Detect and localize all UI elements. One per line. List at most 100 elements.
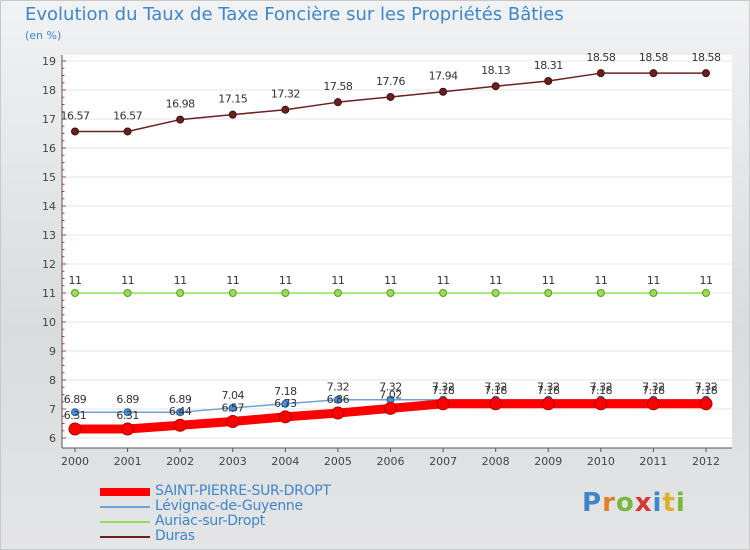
data-label: 7.18 bbox=[274, 385, 297, 398]
data-point bbox=[228, 110, 237, 119]
data-label: 7.18 bbox=[590, 384, 613, 397]
data-point bbox=[702, 69, 710, 78]
data-label: 17.94 bbox=[429, 70, 458, 83]
data-point bbox=[333, 395, 342, 404]
x-tick-label: 2010 bbox=[587, 455, 615, 468]
y-tick-label: 14 bbox=[42, 200, 56, 213]
data-point bbox=[702, 289, 710, 297]
data-label: 6.86 bbox=[327, 393, 350, 406]
data-point bbox=[386, 289, 395, 297]
legend-label: SAINT-PIERRE-SUR-DROPT bbox=[155, 483, 331, 499]
data-label: 16.57 bbox=[61, 109, 90, 122]
data-label: 18.13 bbox=[481, 64, 510, 77]
data-point bbox=[491, 82, 500, 91]
data-point bbox=[646, 397, 660, 411]
data-label: 16.98 bbox=[166, 98, 195, 111]
data-point bbox=[226, 414, 240, 428]
data-label: 7.32 bbox=[432, 381, 455, 394]
proxiti-logo: Proxiti bbox=[582, 488, 686, 518]
data-point bbox=[489, 397, 503, 411]
legend-swatch bbox=[100, 488, 150, 496]
legend-swatch bbox=[100, 536, 150, 538]
data-point bbox=[123, 408, 132, 417]
y-tick-label: 10 bbox=[42, 316, 56, 329]
data-label: 18.58 bbox=[639, 51, 668, 64]
data-point bbox=[68, 422, 82, 436]
data-label: 7.32 bbox=[379, 381, 402, 394]
x-tick-label: 2004 bbox=[271, 455, 299, 468]
data-label: 7.18 bbox=[642, 384, 665, 397]
x-tick-label: 2006 bbox=[377, 455, 405, 468]
data-point bbox=[596, 289, 605, 297]
data-label: 7.32 bbox=[590, 381, 613, 394]
data-label: 17.15 bbox=[218, 93, 247, 106]
data-label: 7.32 bbox=[537, 381, 560, 394]
data-label: 7.18 bbox=[432, 384, 455, 397]
data-label: 18.58 bbox=[692, 51, 721, 64]
y-tick-label: 8 bbox=[49, 374, 56, 387]
x-tick-label: 2003 bbox=[219, 455, 247, 468]
data-point bbox=[384, 401, 397, 415]
x-tick-label: 2001 bbox=[114, 455, 142, 468]
data-label: 11 bbox=[174, 274, 187, 287]
data-point bbox=[281, 289, 290, 297]
data-label: 6.57 bbox=[222, 401, 245, 414]
data-label: 11 bbox=[384, 274, 397, 287]
x-tick-label: 2000 bbox=[61, 455, 89, 468]
y-tick-label: 18 bbox=[42, 84, 56, 97]
data-point bbox=[121, 422, 135, 436]
chart-title: Evolution du Taux de Taxe Foncière sur l… bbox=[25, 4, 564, 25]
data-point bbox=[228, 289, 237, 297]
data-point bbox=[278, 410, 292, 424]
data-point bbox=[439, 87, 448, 96]
data-point bbox=[331, 406, 345, 420]
data-point bbox=[436, 397, 450, 411]
x-tick-label: 2002 bbox=[166, 455, 194, 468]
data-point bbox=[176, 115, 185, 124]
y-tick-label: 9 bbox=[49, 345, 56, 358]
data-label: 18.31 bbox=[534, 59, 563, 72]
data-label: 17.58 bbox=[323, 80, 352, 93]
data-point bbox=[71, 408, 79, 417]
data-label: 7.32 bbox=[484, 381, 507, 394]
data-point bbox=[176, 408, 185, 417]
data-label: 11 bbox=[121, 274, 134, 287]
legend-swatch bbox=[100, 521, 150, 523]
data-label: 16.57 bbox=[113, 109, 142, 122]
data-label: 6.31 bbox=[116, 409, 139, 422]
legend-label: Duras bbox=[155, 528, 195, 544]
x-tick-label: 2012 bbox=[692, 455, 720, 468]
data-point bbox=[541, 397, 555, 411]
data-point bbox=[491, 289, 500, 297]
data-point bbox=[71, 289, 79, 297]
data-label: 7.18 bbox=[484, 384, 507, 397]
data-label: 6.44 bbox=[169, 405, 192, 418]
y-tick-label: 19 bbox=[42, 55, 56, 68]
x-tick-label: 2009 bbox=[534, 455, 562, 468]
x-tick-label: 2007 bbox=[429, 455, 457, 468]
data-point bbox=[281, 399, 290, 408]
data-label: 17.76 bbox=[376, 75, 405, 88]
data-label: 17.32 bbox=[271, 88, 300, 101]
data-point bbox=[386, 92, 395, 101]
data-label: 18.58 bbox=[586, 51, 615, 64]
legend-label: Lévignac-de-Guyenne bbox=[155, 498, 303, 514]
y-tick-label: 12 bbox=[42, 258, 56, 271]
data-point bbox=[544, 77, 553, 86]
data-label: 7.32 bbox=[327, 381, 350, 394]
y-tick-label: 7 bbox=[49, 403, 56, 416]
data-point bbox=[544, 289, 553, 297]
data-label: 6.89 bbox=[116, 393, 139, 406]
data-label: 7.18 bbox=[537, 384, 560, 397]
data-label: 11 bbox=[331, 274, 344, 287]
y-tick-label: 11 bbox=[42, 287, 56, 300]
data-label: 7.04 bbox=[222, 389, 245, 402]
data-label: 7.02 bbox=[379, 388, 402, 401]
legend-swatch bbox=[100, 506, 150, 508]
data-label: 7.32 bbox=[695, 381, 718, 394]
data-point bbox=[176, 289, 185, 297]
data-label: 11 bbox=[69, 274, 82, 287]
data-point bbox=[173, 418, 187, 432]
data-label: 6.89 bbox=[169, 393, 192, 406]
